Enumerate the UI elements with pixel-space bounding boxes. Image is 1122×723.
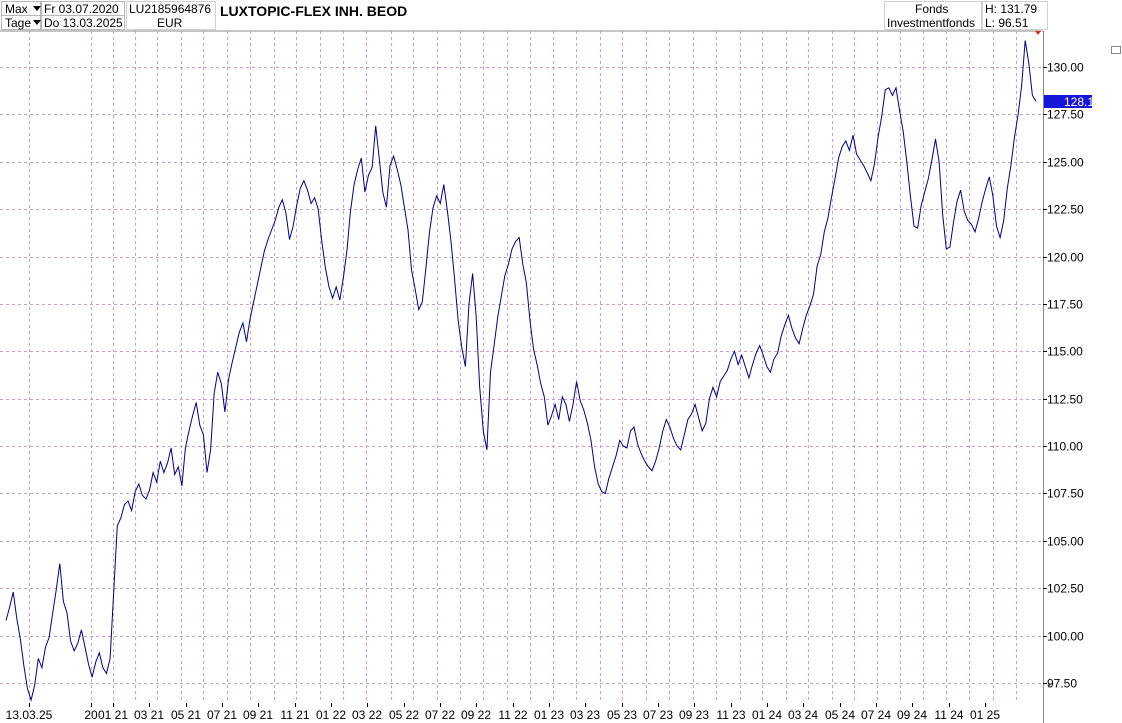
isin-box: LU2185964876 EUR	[126, 1, 216, 30]
last-price-tag: 128.18	[1044, 95, 1101, 109]
isin: LU2185964876	[129, 2, 212, 16]
y-tick-label: 122.50	[1047, 203, 1084, 217]
x-tick-label: 13.03.25	[6, 708, 53, 722]
x-tick-label: 01 22	[316, 708, 346, 722]
x-tick-label: 03 23	[570, 708, 600, 722]
high-marker-icon	[1035, 31, 1041, 35]
y-tick-label: 125.00	[1047, 156, 1084, 170]
x-axis-ticks: 13.03.25 20 01 21 03 21 05 21 07 21 09 21 11 21…	[6, 703, 1000, 722]
x-tick-label: 05 23	[607, 708, 637, 722]
y-tick-label: 112.50	[1047, 393, 1083, 407]
asset-subtype: Investmentfonds	[887, 16, 976, 30]
range-dropdown-label: Max	[5, 2, 28, 16]
y-tick-label: 97.50	[1047, 677, 1077, 691]
x-tick-label: 01 24	[752, 708, 782, 722]
y-tick-label: 105.00	[1047, 535, 1084, 549]
y-tick-label: 100.00	[1047, 630, 1084, 644]
y-tick-label: 115.00	[1047, 345, 1083, 359]
x-tick-label: 05 21	[171, 708, 201, 722]
x-tick-label: 09 22	[461, 708, 491, 722]
last-price-label: 128.18	[1064, 95, 1101, 109]
high-low-box: H: 131.79 L: 96.51	[982, 1, 1048, 30]
x-tick-label: 07 24	[861, 708, 891, 722]
y-tick-label: 120.00	[1047, 251, 1084, 265]
y-tick-label: 127.50	[1047, 108, 1084, 122]
asset-type: Fonds	[915, 2, 949, 16]
x-tick-label: 07 21	[207, 708, 237, 722]
x-tick-label: 11 21	[280, 708, 309, 722]
series-line	[5, 40, 1037, 702]
x-tick-label: 09 21	[243, 708, 273, 722]
chevron-down-icon	[33, 6, 41, 11]
x-tick-label: 01 21	[98, 708, 128, 722]
minus-label: -	[1047, 677, 1051, 691]
chart-title: LUXTOPIC-FLEX INH. BEOD	[220, 3, 408, 19]
high-value: H: 131.79	[985, 2, 1038, 16]
y-tick-label: 117.50	[1047, 298, 1083, 312]
x-tick-label: 09 23	[679, 708, 709, 722]
period-dropdown-label: Tage	[5, 16, 32, 30]
x-tick-label: 05 24	[825, 708, 855, 722]
y-tick-label: 130.00	[1047, 61, 1084, 75]
x-tick-label: 20	[84, 708, 98, 722]
x-tick-label: 09 24	[897, 708, 927, 722]
y-axis-ticks: 97.50 100.00 102.50 105.00 107.50 110.00 112.5…	[1043, 61, 1084, 691]
y-tick-label: 107.50	[1047, 487, 1084, 501]
x-tick-label: 03 24	[788, 708, 818, 722]
y-tick-label: 102.50	[1047, 582, 1084, 596]
x-tick-label: 03 22	[352, 708, 382, 722]
currency: EUR	[157, 16, 183, 30]
x-tick-label: 07 22	[425, 708, 455, 722]
end-date: Do 13.03.2025	[44, 16, 123, 30]
x-tick-label: 05 22	[389, 708, 419, 722]
end-date-box: Do 13.03.2025	[41, 15, 125, 30]
x-gridlines	[29, 31, 1017, 703]
period-dropdown[interactable]: Tage	[1, 15, 41, 30]
chevron-down-icon	[33, 20, 41, 25]
low-value: L: 96.51	[985, 16, 1029, 30]
minimize-icon[interactable]	[1111, 46, 1121, 54]
x-tick-label: 11 22	[498, 708, 527, 722]
x-tick-label: 01 25	[970, 708, 1000, 722]
y-gridlines	[0, 67, 1043, 684]
x-tick-label: 03 21	[134, 708, 164, 722]
start-date: Fr 03.07.2020	[44, 2, 119, 16]
x-tick-label: 07 23	[643, 708, 673, 722]
chart-header: Max Tage Fr 03.07.2020 Do 13.03.2025 LU2…	[0, 0, 1122, 54]
x-tick-label: 01 23	[534, 708, 564, 722]
x-tick-label: 11 24	[934, 708, 963, 722]
asset-type-box: Fonds Investmentfonds	[884, 1, 982, 30]
x-tick-label: 11 23	[716, 708, 745, 722]
y-tick-label: 110.00	[1047, 440, 1083, 454]
